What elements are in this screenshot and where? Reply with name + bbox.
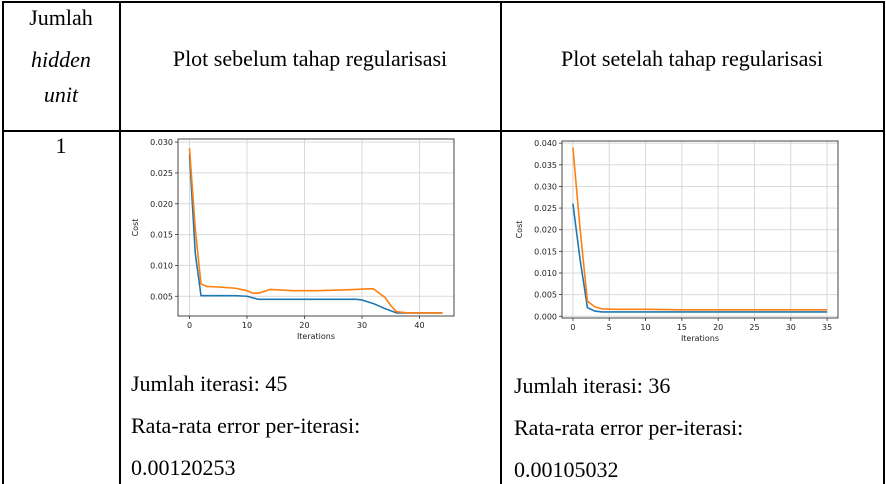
x-tick-label: 10 xyxy=(242,321,252,330)
x-tick-label: 25 xyxy=(749,323,759,332)
series-line xyxy=(188,148,443,314)
x-tick-label: 30 xyxy=(786,323,796,332)
error-value-after: 0.00105032 xyxy=(514,457,619,482)
y-tick-label: 0.030 xyxy=(150,138,173,147)
x-tick-label: 5 xyxy=(607,323,612,332)
y-tick-label: 0.020 xyxy=(150,200,173,209)
x-tick-label: 40 xyxy=(414,321,424,330)
y-tick-label: 0.020 xyxy=(534,226,557,235)
column-divider-1 xyxy=(119,1,121,484)
chart-after-regularization: 0 5 10 15 20 25 30 35 0.000 0.005 0.010 0.015 0.020 0… xyxy=(512,133,852,348)
y-tick-label: 0.015 xyxy=(150,231,173,240)
table-border-top xyxy=(2,1,884,3)
error-label-before: Rata-rata error per-iterasi: xyxy=(131,413,361,438)
y-tick-label: 0.015 xyxy=(534,247,557,256)
y-tick-label: 0.025 xyxy=(150,169,173,178)
iterations-before: Jumlah iterasi: 45 xyxy=(131,371,288,396)
y-tick-label: 0.025 xyxy=(534,204,557,213)
error-value-before: 0.00120253 xyxy=(131,455,236,480)
x-tick-label: 10 xyxy=(640,323,650,332)
header-row-divider xyxy=(2,130,884,132)
chart-after-svg: 0 5 10 15 20 25 30 35 0.000 0.005 0.010 0.015 0.020 0… xyxy=(515,139,839,343)
hidden-unit-count: 1 xyxy=(55,133,67,158)
y-tick-label: 0.035 xyxy=(534,161,557,170)
plot-frame xyxy=(177,138,455,317)
error-label-after: Rata-rata error per-iterasi: xyxy=(514,415,744,440)
table-border-left xyxy=(2,1,4,484)
y-axis-label: Cost xyxy=(131,219,140,237)
iterations-after: Jumlah iterasi: 36 xyxy=(514,373,671,398)
y-axis-label: Cost xyxy=(515,221,524,239)
header-hidden-unit-line2: hidden xyxy=(31,47,91,72)
chart-before-svg: 0 10 20 30 40 0.005 0.010 0.015 0.020 0.025 0.030 I… xyxy=(131,138,455,341)
x-tick-label: 0 xyxy=(187,321,192,330)
series-line xyxy=(188,154,443,314)
y-tick-label: 0.005 xyxy=(150,292,173,301)
y-tick-label: 0.010 xyxy=(534,269,557,278)
x-axis-label: Iterations xyxy=(297,332,335,341)
header-hidden-unit-line1: Jumlah xyxy=(29,5,93,30)
column-divider-2 xyxy=(500,1,502,484)
header-before-regularization: Plot sebelum tahap regularisasi xyxy=(172,46,448,71)
x-tick-label: 0 xyxy=(570,323,575,332)
x-tick-label: 35 xyxy=(822,323,832,332)
y-tick-label: 0.005 xyxy=(534,291,557,300)
x-tick-label: 15 xyxy=(677,323,687,332)
chart-before-regularization: 0 10 20 30 40 0.005 0.010 0.015 0.020 0.025 0.030 I… xyxy=(128,133,468,348)
x-tick-label: 30 xyxy=(357,321,367,330)
x-axis-label: Iterations xyxy=(681,334,719,343)
header-hidden-unit-line3: unit xyxy=(43,82,79,107)
header-after-regularization: Plot setelah tahap regularisasi xyxy=(560,46,824,71)
series-line xyxy=(572,203,828,313)
y-tick-label: 0.040 xyxy=(534,139,557,148)
x-tick-label: 20 xyxy=(713,323,723,332)
y-tick-label: 0.010 xyxy=(150,261,173,270)
table-border-right xyxy=(883,1,885,484)
series-line xyxy=(572,147,828,311)
y-tick-label: 0.000 xyxy=(534,312,557,321)
header-hidden-unit: Jumlah hidden unit xyxy=(4,6,118,112)
y-tick-label: 0.030 xyxy=(534,182,557,191)
x-tick-label: 20 xyxy=(299,321,309,330)
